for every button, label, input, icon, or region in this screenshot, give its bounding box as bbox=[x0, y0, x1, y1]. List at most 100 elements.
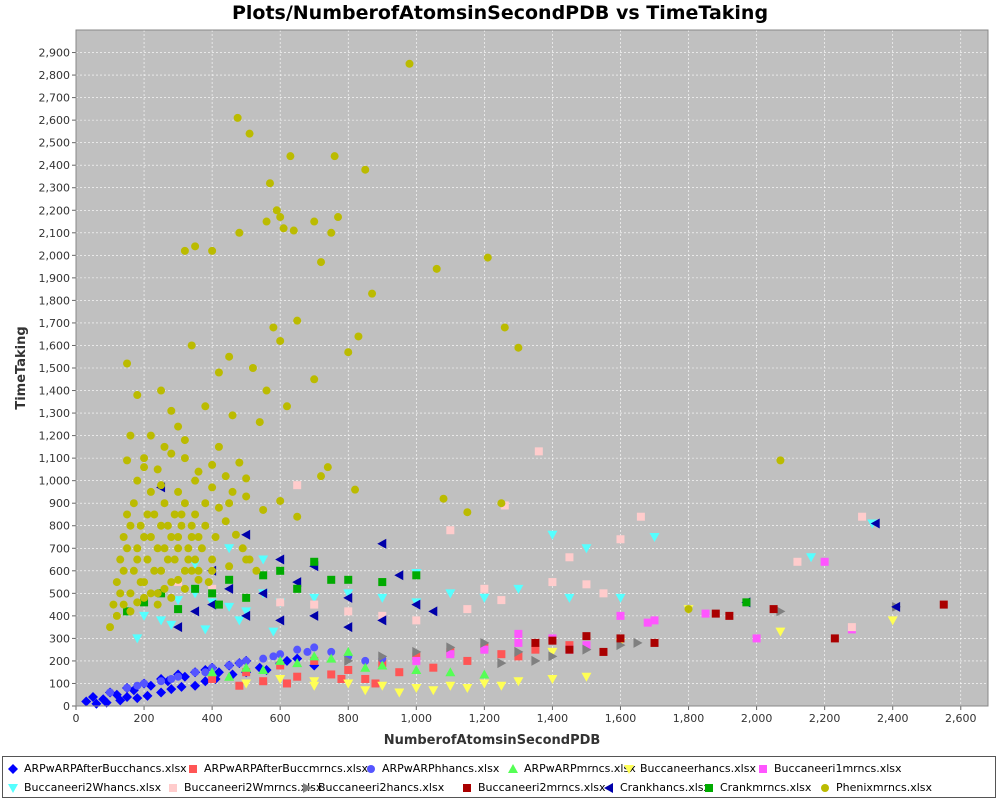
data-point bbox=[643, 618, 652, 627]
data-point bbox=[310, 557, 319, 566]
data-point bbox=[394, 688, 405, 698]
data-point bbox=[143, 510, 152, 519]
data-point bbox=[258, 664, 269, 674]
data-point bbox=[153, 600, 162, 609]
data-point bbox=[286, 152, 295, 161]
x-tick-label: 1,800 bbox=[673, 712, 705, 725]
data-point bbox=[252, 566, 261, 575]
data-point bbox=[242, 593, 251, 602]
data-point bbox=[582, 641, 591, 650]
legend-item: ARPwARPAfterBucchancs.xlsx bbox=[7, 762, 187, 775]
data-point bbox=[140, 454, 149, 463]
data-point bbox=[115, 695, 126, 706]
data-point bbox=[327, 228, 336, 237]
data-point bbox=[361, 165, 370, 174]
data-point bbox=[361, 656, 370, 665]
data-point bbox=[213, 667, 224, 678]
data-point bbox=[191, 476, 200, 485]
data-point bbox=[725, 611, 734, 620]
data-point bbox=[242, 474, 251, 483]
data-point bbox=[483, 253, 492, 262]
data-point bbox=[616, 611, 625, 620]
data-point bbox=[581, 544, 592, 554]
data-point bbox=[191, 242, 200, 251]
data-point bbox=[150, 510, 159, 519]
y-axis-label: TimeTaking bbox=[14, 326, 29, 409]
data-point bbox=[343, 589, 354, 599]
data-point bbox=[211, 533, 220, 541]
data-point bbox=[276, 650, 285, 659]
data-point bbox=[275, 655, 286, 665]
x-axis-label: NumberofAtomsinSecondPDB bbox=[384, 733, 601, 748]
data-point bbox=[187, 521, 196, 530]
data-point bbox=[496, 681, 507, 691]
data-point bbox=[258, 555, 269, 565]
legend-item: Buccaneeri2hancs.xlsx bbox=[301, 781, 444, 794]
data-point bbox=[412, 646, 422, 657]
data-point bbox=[224, 602, 235, 612]
data-point bbox=[241, 662, 252, 672]
data-point bbox=[293, 672, 302, 681]
data-point bbox=[497, 499, 506, 508]
legend-label: Phenixmrncs.xlsx bbox=[836, 781, 933, 794]
data-point bbox=[282, 679, 291, 688]
legend-marker-icon bbox=[705, 783, 713, 792]
data-point bbox=[166, 684, 177, 695]
data-point bbox=[480, 584, 489, 593]
data-point bbox=[187, 341, 196, 350]
series-buccaneeri2whancs bbox=[122, 519, 878, 644]
legend-marker-icon bbox=[169, 783, 177, 792]
legend-marker-icon bbox=[604, 782, 613, 793]
data-point bbox=[439, 494, 448, 503]
series-arpwarpmrncs bbox=[207, 646, 490, 681]
data-point bbox=[145, 680, 156, 691]
data-point bbox=[276, 661, 285, 670]
data-point bbox=[194, 575, 203, 584]
data-point bbox=[109, 600, 118, 609]
legend-marker-icon bbox=[508, 763, 518, 773]
data-point bbox=[806, 553, 817, 563]
y-tick-label: 2,300 bbox=[39, 182, 71, 195]
data-point bbox=[187, 566, 196, 575]
data-point bbox=[238, 544, 247, 553]
data-point bbox=[156, 687, 167, 698]
y-tick-label: 2,800 bbox=[39, 69, 71, 82]
y-tick-label: 1,300 bbox=[39, 407, 71, 420]
data-point bbox=[445, 681, 456, 691]
data-point bbox=[479, 669, 490, 679]
data-point bbox=[582, 580, 591, 589]
x-tick-label: 800 bbox=[338, 712, 359, 725]
data-point bbox=[276, 598, 285, 607]
y-tick-label: 100 bbox=[49, 677, 70, 690]
y-tick-label: 2,200 bbox=[39, 204, 71, 217]
data-point bbox=[293, 316, 302, 325]
data-point bbox=[139, 611, 150, 621]
data-point bbox=[197, 544, 206, 553]
data-point bbox=[344, 575, 353, 584]
data-point bbox=[446, 650, 455, 659]
y-tick-label: 500 bbox=[49, 587, 70, 600]
data-point bbox=[176, 681, 187, 692]
data-point bbox=[428, 606, 438, 617]
data-point bbox=[616, 640, 626, 651]
data-point bbox=[445, 667, 456, 677]
data-point bbox=[327, 575, 336, 584]
y-tick-label: 700 bbox=[49, 542, 70, 555]
data-point bbox=[133, 598, 142, 607]
data-point bbox=[684, 605, 693, 614]
data-point bbox=[231, 530, 240, 539]
data-point bbox=[309, 677, 320, 687]
data-point bbox=[170, 555, 179, 564]
data-point bbox=[235, 681, 244, 690]
y-tick-label: 900 bbox=[49, 497, 70, 510]
data-point bbox=[174, 672, 183, 681]
data-point bbox=[775, 627, 786, 637]
legend: ARPwARPAfterBucchancs.xlsx ARPwARPAfterBu… bbox=[2, 756, 996, 798]
data-point bbox=[514, 646, 524, 657]
data-point bbox=[412, 616, 421, 625]
data-point bbox=[81, 696, 92, 707]
y-tick-label: 2,000 bbox=[39, 249, 71, 262]
data-point bbox=[201, 402, 210, 411]
legend-marker-icon bbox=[189, 764, 197, 773]
data-point bbox=[279, 224, 288, 233]
